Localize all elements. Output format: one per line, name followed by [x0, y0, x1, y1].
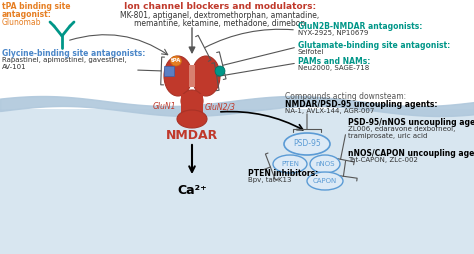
Text: PTEN: PTEN	[281, 161, 299, 167]
Ellipse shape	[284, 133, 330, 155]
Bar	[0, 0, 474, 109]
Text: NA-1, AVLX-144, AGR-007: NA-1, AVLX-144, AGR-007	[285, 108, 374, 114]
Text: Selfotel: Selfotel	[298, 49, 324, 55]
Text: CAPON: CAPON	[313, 178, 337, 184]
Text: PAMs and NAMs:: PAMs and NAMs:	[298, 57, 370, 66]
Text: PSD-95/nNOS uncoupling agents:: PSD-95/nNOS uncoupling agents:	[348, 118, 474, 127]
Ellipse shape	[310, 155, 340, 173]
Text: ZL006, edaravone dexborneol,: ZL006, edaravone dexborneol,	[348, 126, 456, 132]
Text: nNOS: nNOS	[315, 161, 335, 167]
Text: PTEN inhibitors:: PTEN inhibitors:	[248, 169, 318, 178]
Ellipse shape	[181, 90, 203, 112]
Text: Ca²⁺: Ca²⁺	[177, 184, 207, 197]
Text: tPA binding site: tPA binding site	[2, 2, 71, 11]
Text: memantine, ketamine, methadone, dimebon: memantine, ketamine, methadone, dimebon	[134, 19, 306, 28]
Text: nNOS/CAPON uncoupling agents:: nNOS/CAPON uncoupling agents:	[348, 149, 474, 158]
Ellipse shape	[171, 56, 182, 66]
Text: Neu2000, SAGE-718: Neu2000, SAGE-718	[298, 65, 369, 71]
Text: Tat-CAPON, ZLc-002: Tat-CAPON, ZLc-002	[348, 157, 418, 163]
Ellipse shape	[192, 56, 220, 96]
Text: AV-101: AV-101	[2, 64, 27, 70]
Text: Glutamate-binding site antagonist:: Glutamate-binding site antagonist:	[298, 41, 450, 50]
Ellipse shape	[215, 66, 225, 76]
Text: NMDAR/PSD-95 uncoupling agents:: NMDAR/PSD-95 uncoupling agents:	[285, 100, 438, 109]
Text: tramiprosate, uric acid: tramiprosate, uric acid	[348, 133, 428, 139]
Text: PSD-95: PSD-95	[293, 139, 321, 149]
Text: GluN2/3: GluN2/3	[204, 102, 236, 111]
Text: Compounds acting downsteam:: Compounds acting downsteam:	[285, 92, 406, 101]
Text: Glycine-binding site antagonists:: Glycine-binding site antagonists:	[2, 49, 146, 58]
Text: antagonist:: antagonist:	[2, 10, 52, 19]
Text: Ion channel blockers and modulators:: Ion channel blockers and modulators:	[124, 2, 316, 11]
Text: tPA: tPA	[171, 58, 181, 64]
Ellipse shape	[307, 172, 343, 190]
Text: MK-801, aptiganel, dextromethorphan, amantadine,: MK-801, aptiganel, dextromethorphan, ama…	[120, 11, 319, 20]
Text: GluN1: GluN1	[152, 102, 176, 111]
Bar	[0, 109, 474, 254]
FancyBboxPatch shape	[164, 66, 174, 76]
Bar	[181, 94, 203, 114]
Text: Glunomab: Glunomab	[2, 18, 42, 27]
Ellipse shape	[164, 56, 192, 96]
Text: Bpv, tat-K13: Bpv, tat-K13	[248, 177, 292, 183]
Bar	[189, 65, 195, 87]
Ellipse shape	[273, 155, 307, 173]
Bar	[178, 66, 206, 86]
Text: Rapastinel, apimostinel, gavestinel,: Rapastinel, apimostinel, gavestinel,	[2, 57, 127, 63]
Ellipse shape	[177, 110, 207, 128]
Text: NYX-2925, NP10679: NYX-2925, NP10679	[298, 30, 368, 36]
Text: NMDAR: NMDAR	[166, 129, 218, 142]
Text: GluN2B-NMDAR antagonists:: GluN2B-NMDAR antagonists:	[298, 22, 422, 31]
